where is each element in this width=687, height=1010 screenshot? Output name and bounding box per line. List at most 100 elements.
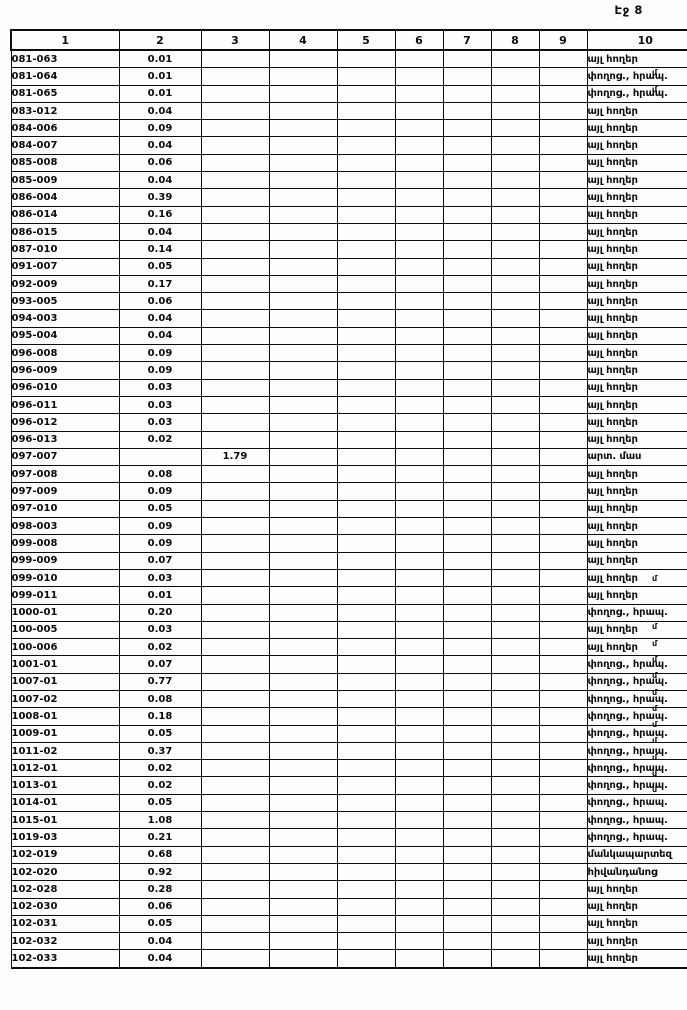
cell-column-5	[336, 932, 396, 951]
cell-column-9	[538, 395, 588, 415]
column-header-8: 8	[490, 29, 540, 51]
cell-column-3	[200, 741, 270, 761]
cell-column-8	[490, 153, 540, 173]
cell-column-3	[200, 413, 270, 432]
cell-column-5	[336, 101, 396, 121]
margin-mark-spacer	[652, 391, 682, 407]
cell-column-7	[442, 326, 492, 346]
table-row: 099-011 0.01 այլ հողեր	[10, 586, 687, 605]
cell-column-9	[538, 361, 588, 380]
cell-column-6	[394, 188, 444, 207]
cell-column-7	[442, 101, 492, 121]
cell-parcel-code: 084-006	[10, 119, 120, 138]
cell-parcel-code: 102-020	[10, 862, 120, 882]
cell-column-7	[442, 517, 492, 536]
cell-column-2: 0.04	[118, 101, 202, 121]
cell-column-3	[200, 638, 270, 657]
table-row: 1019-03 0.21 փողոց., հրապ.	[10, 828, 687, 847]
margin-mark-spacer	[652, 130, 682, 146]
cell-column-4	[268, 344, 338, 363]
cell-column-4	[268, 949, 338, 969]
table-row: 097-009 0.09 այլ հողեր	[10, 482, 687, 501]
cell-column-2: 0.06	[118, 292, 202, 311]
cell-column-5	[336, 67, 396, 86]
cell-parcel-code: 097-007	[10, 447, 120, 467]
cell-column-7	[442, 361, 492, 380]
cell-column-9	[538, 689, 588, 709]
cell-column-2: 0.07	[118, 655, 202, 674]
table-body: 081-063 0.01 այլ հողեր 081-064 0.01 փողոց., հ…	[10, 49, 687, 969]
cell-column-8	[490, 672, 540, 691]
cell-column-6	[394, 482, 444, 501]
cell-column-9	[538, 620, 588, 640]
cell-column-5	[336, 724, 396, 743]
cell-land-use-type: այլ հողեր	[586, 932, 687, 951]
cell-column-4	[268, 811, 338, 830]
cell-column-5	[336, 517, 396, 536]
cell-column-4	[268, 707, 338, 726]
margin-mark-spacer	[652, 196, 682, 212]
cell-column-3: 1.79	[200, 447, 270, 467]
table-row: 099-009 0.07 այլ հողեր	[10, 551, 687, 570]
cell-column-3	[200, 67, 270, 86]
cell-parcel-code: 099-011	[10, 586, 120, 605]
cell-column-6	[394, 84, 444, 103]
cell-column-5	[336, 828, 396, 847]
cell-column-3	[200, 119, 270, 138]
cell-parcel-code: 102-028	[10, 880, 120, 899]
cell-column-3	[200, 171, 270, 190]
cell-column-6	[394, 880, 444, 899]
cell-column-3	[200, 378, 270, 397]
cell-parcel-code: 099-009	[10, 551, 120, 570]
cell-parcel-code: 102-033	[10, 949, 120, 969]
cell-column-2: 0.21	[118, 828, 202, 847]
cell-column-7	[442, 759, 492, 778]
cell-column-3	[200, 274, 270, 294]
cell-column-8	[490, 568, 540, 588]
table-row: 093-005 0.06 այլ հողեր	[10, 292, 687, 311]
cell-column-5	[336, 620, 396, 640]
cell-column-6	[394, 222, 444, 242]
margin-mark-spacer	[652, 603, 682, 619]
cell-column-7	[442, 741, 492, 761]
cell-column-2: 0.01	[118, 84, 202, 103]
cell-column-8	[490, 447, 540, 467]
margin-mark-spacer	[652, 375, 682, 391]
cell-column-2: 0.08	[118, 465, 202, 484]
cell-column-4	[268, 862, 338, 882]
cell-column-3	[200, 292, 270, 311]
land-registry-table: 1 2 3 4 5 6 7 8 9 10 081-063 0.01 այլ հողե…	[10, 29, 687, 969]
cell-parcel-code: 098-003	[10, 517, 120, 536]
cell-column-7	[442, 240, 492, 259]
table-row: 086-015 0.04 այլ հողեր	[10, 222, 687, 242]
table-row: 096-009 0.09 այլ հողեր	[10, 361, 687, 380]
cell-column-7	[442, 430, 492, 449]
cell-parcel-code: 1011-02	[10, 741, 120, 761]
cell-column-5	[336, 49, 396, 69]
cell-column-7	[442, 707, 492, 726]
cell-column-4	[268, 395, 338, 415]
margin-unit-mark: մ	[652, 769, 658, 779]
cell-column-3	[200, 153, 270, 173]
cell-column-9	[538, 517, 588, 536]
cell-column-7	[442, 655, 492, 674]
cell-column-6	[394, 292, 444, 311]
cell-column-3	[200, 828, 270, 847]
cell-column-8	[490, 741, 540, 761]
margin-unit-mark: մ	[652, 752, 658, 762]
margin-mark-spacer	[652, 587, 682, 603]
cell-parcel-code: 086-014	[10, 205, 120, 224]
cell-column-9	[538, 724, 588, 743]
cell-column-6	[394, 586, 444, 605]
margin-unit-mark: մ	[652, 687, 658, 697]
cell-column-4	[268, 84, 338, 103]
cell-column-9	[538, 897, 588, 916]
cell-column-9	[538, 344, 588, 363]
margin-unit-mark: մ	[652, 622, 658, 632]
cell-parcel-code: 1000-01	[10, 603, 120, 622]
column-header-9: 9	[538, 29, 588, 51]
column-number-row: 1 2 3 4 5 6 7 8 9 10	[10, 29, 687, 51]
cell-column-4	[268, 136, 338, 155]
cell-column-8	[490, 344, 540, 363]
